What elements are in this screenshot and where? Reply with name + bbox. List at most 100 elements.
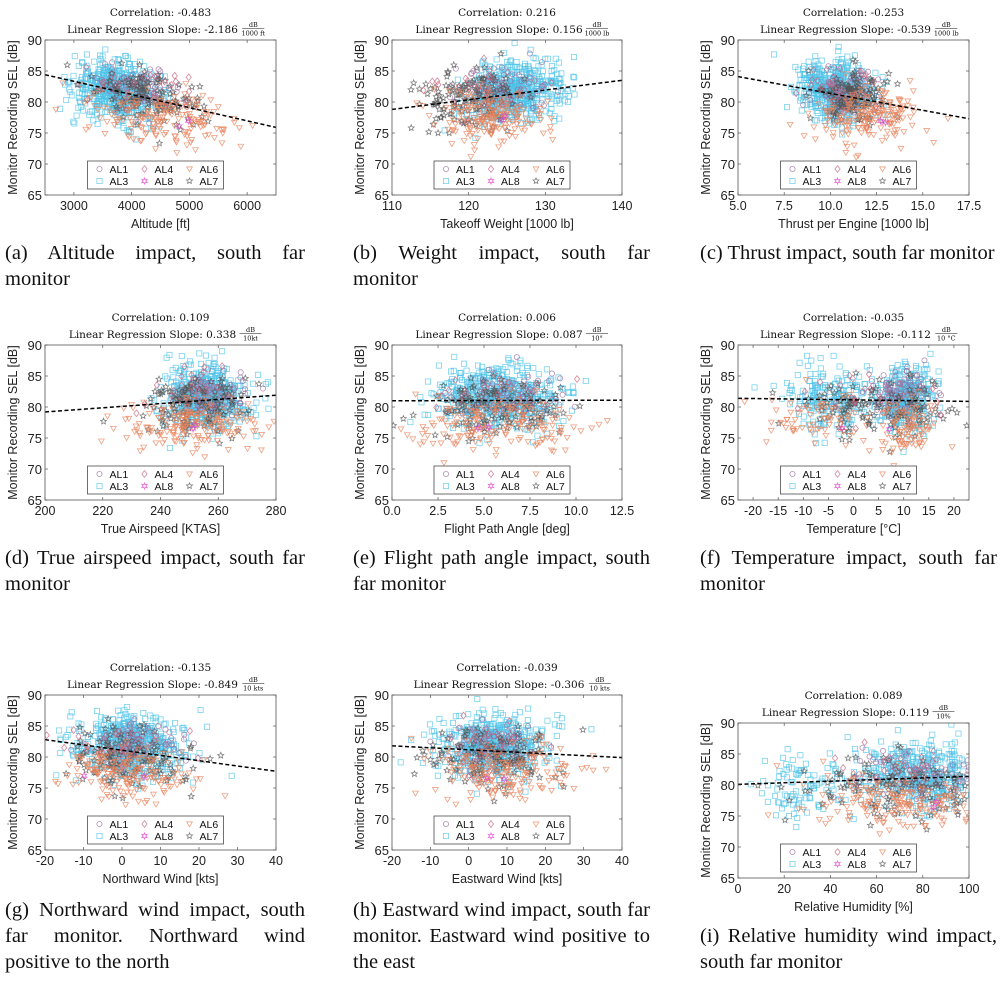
point-al1 [231,385,238,392]
point-al7 [456,405,465,414]
point-al6 [143,129,151,136]
point-al3 [104,93,111,100]
point-al7 [498,80,507,88]
point-al7 [434,87,443,96]
point-al6 [481,123,489,130]
point-al4 [860,90,867,100]
point-al6 [200,437,209,444]
point-al3 [97,55,104,62]
point-al7 [166,89,175,98]
point-al7 [110,94,119,102]
slope-unit-numerator: dB [246,326,255,334]
point-al1 [545,378,552,385]
point-al6 [166,110,174,117]
point-al6 [216,419,224,426]
point-al6 [536,106,544,113]
point-al4 [176,396,183,406]
point-al4 [178,372,185,381]
point-al6 [115,116,123,123]
point-al7 [105,76,114,85]
point-al3 [70,118,77,125]
point-al1 [548,370,555,377]
point-al4 [861,72,868,81]
point-al6 [212,428,220,435]
point-al7 [870,94,878,102]
point-al8 [876,116,885,126]
point-al7 [135,88,144,97]
legend-label-al8: AL8 [155,481,174,493]
point-al6 [197,124,205,131]
point-al4 [168,391,175,400]
point-al6 [185,111,193,118]
point-al3 [103,67,110,74]
point-al6 [854,125,862,132]
point-al3 [546,109,553,116]
point-al7 [189,381,198,389]
point-al6 [565,415,573,422]
point-al1 [513,354,520,361]
point-al3 [843,63,850,70]
x-tick-label: 12.5 [610,504,634,518]
point-al3 [85,75,92,82]
point-al4 [214,383,221,392]
point-al3 [815,61,822,68]
point-al7 [475,90,484,99]
point-al6 [551,410,559,417]
point-al7 [107,69,116,77]
point-al4 [153,381,161,390]
point-al6 [108,111,116,119]
point-al4 [188,370,195,380]
point-al4 [438,391,445,400]
point-al3 [569,383,576,390]
point-al6 [488,122,496,129]
point-al6 [858,102,866,109]
point-al6 [472,416,481,423]
point-al6 [132,101,140,108]
point-al6 [492,452,500,460]
point-al3 [812,53,819,60]
point-al6 [508,420,517,427]
point-al7 [872,87,881,96]
point-al6 [864,128,872,135]
point-al6 [136,118,144,125]
point-al6 [179,423,187,430]
point-al7 [437,113,446,121]
point-al6 [536,439,544,447]
point-al4 [818,82,825,91]
point-al6 [501,430,509,437]
point-al7 [154,389,163,398]
point-al7 [165,82,174,90]
point-al6 [213,126,221,133]
point-al6 [233,415,241,422]
point-al6 [883,128,891,135]
point-al4 [181,362,188,371]
point-al6 [483,434,491,441]
point-al7 [477,392,486,401]
point-al6 [515,421,523,428]
point-al7 [409,410,418,419]
point-al3 [77,99,84,106]
point-al6 [412,391,420,398]
point-al1 [536,405,543,412]
slope-title: Linear Regression Slope: 0.338 [69,329,236,341]
point-al7 [200,387,209,395]
x-tick-label: 280 [266,504,287,518]
point-al6 [453,419,461,426]
point-al6 [549,137,557,144]
point-al4 [452,376,459,385]
point-al7 [884,69,893,77]
legend-marker-al7 [185,481,194,490]
point-al7 [525,404,534,413]
point-al6 [140,399,148,406]
point-al4 [150,89,158,98]
point-al7 [838,79,846,87]
point-al6 [456,109,465,116]
point-al6 [513,107,521,114]
point-al7 [146,394,155,403]
point-al6 [491,402,500,410]
point-al6 [463,423,471,430]
point-al6 [557,425,565,432]
point-al7 [117,59,126,67]
point-al7 [191,374,200,383]
y-axis-label: Monitor Recording SEL [dB] [699,40,713,194]
